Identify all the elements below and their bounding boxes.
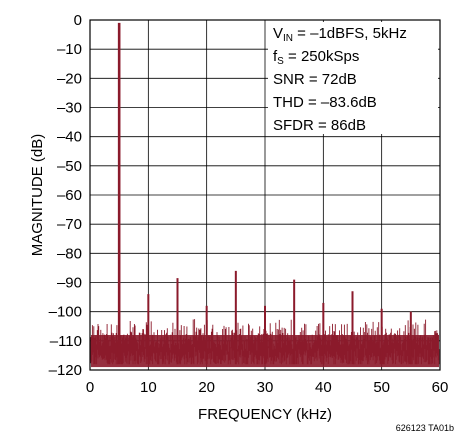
y-tick-label: –100: [49, 304, 82, 321]
x-axis-label: FREQUENCY (kHz): [198, 406, 332, 423]
y-tick-label: –70: [57, 216, 82, 233]
y-tick-label: –20: [57, 70, 82, 87]
x-tick-label: 40: [315, 379, 332, 396]
x-tick-label: 10: [140, 379, 157, 396]
y-tick-label: –80: [57, 245, 82, 262]
annotation-sfdr: SFDR = 86dB: [273, 117, 366, 134]
annotation-vin: VIN = –1dBFS, 5kHz: [273, 25, 407, 44]
plot-frame: [89, 19, 441, 371]
y-tick-label: –60: [57, 187, 82, 204]
y-tick-label: –110: [50, 333, 82, 350]
x-tick-label: 50: [373, 379, 390, 396]
y-tick-labels: 0 –10 –20 –30 –40 –50 –60 –70 –80 –90 –100 –110 –120: [49, 12, 82, 379]
annotation-box: [268, 22, 438, 134]
y-tick-label: –40: [57, 129, 82, 146]
y-tick-label: –90: [57, 275, 82, 292]
annotation-thd: THD = –83.6dB: [273, 94, 377, 111]
x-tick-label: 60: [432, 379, 449, 396]
annotation-snr: SNR = 72dB: [273, 71, 357, 88]
y-axis-label: MAGNITUDE (dB): [29, 134, 46, 257]
grid-lines: [90, 20, 440, 370]
y-tick-label: –30: [57, 100, 82, 117]
y-tick-label: –10: [57, 41, 82, 58]
x-tick-label: 0: [86, 379, 94, 396]
x-tick-labels: 0 10 20 30 40 50 60: [86, 379, 449, 396]
y-tick-label: 0: [74, 12, 82, 29]
y-tick-label: –120: [49, 362, 82, 379]
spectrum-series: [90, 22, 440, 368]
annotation-fs: fS = 250kSps: [273, 48, 359, 67]
y-tick-label: –50: [57, 158, 82, 175]
x-tick-label: 20: [198, 379, 215, 396]
figure-code: 626123 TA01b: [396, 423, 454, 433]
x-tick-label: 30: [257, 379, 274, 396]
